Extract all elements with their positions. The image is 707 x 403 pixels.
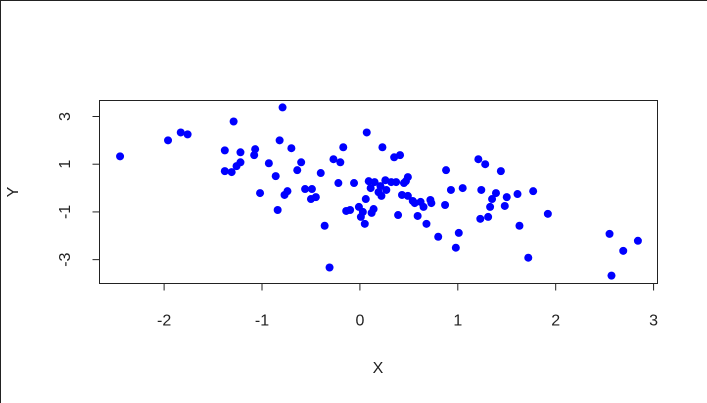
point	[376, 182, 385, 191]
point	[369, 205, 378, 214]
point	[392, 178, 401, 187]
point	[293, 166, 302, 175]
point	[543, 209, 552, 218]
point	[307, 185, 316, 194]
point	[488, 195, 497, 204]
point	[434, 232, 443, 241]
y-tick-label: 1	[57, 160, 74, 169]
point	[256, 189, 265, 198]
point	[454, 228, 463, 237]
point	[360, 219, 369, 228]
point	[283, 187, 292, 196]
point	[515, 221, 524, 230]
y-tick-label: -3	[57, 252, 74, 266]
point	[477, 185, 486, 194]
point	[605, 229, 614, 238]
point	[500, 201, 509, 210]
point	[229, 117, 238, 126]
x-tick-label: 0	[355, 313, 364, 330]
point	[427, 199, 436, 208]
point	[633, 236, 642, 245]
point	[311, 193, 320, 202]
point	[350, 179, 359, 188]
point	[441, 201, 450, 210]
y-tick-label: -1	[57, 205, 74, 219]
point	[378, 143, 387, 152]
point	[297, 158, 306, 167]
point	[316, 169, 325, 178]
point	[481, 160, 490, 169]
point	[619, 246, 628, 255]
point	[370, 178, 379, 187]
point	[273, 206, 282, 215]
point	[419, 202, 428, 211]
point	[451, 243, 460, 252]
point	[377, 191, 386, 200]
point	[403, 191, 412, 200]
point	[250, 151, 259, 160]
point	[529, 187, 538, 196]
point	[486, 202, 495, 211]
point	[513, 190, 522, 199]
point	[275, 136, 284, 145]
point	[366, 184, 375, 193]
point	[474, 155, 483, 164]
point	[301, 185, 310, 194]
point	[396, 151, 405, 160]
y-tick-label: 3	[57, 112, 74, 121]
x-tick-label: -1	[255, 313, 269, 330]
point	[422, 219, 431, 228]
point	[220, 146, 229, 155]
point	[607, 271, 616, 280]
y-axis-label: Y	[5, 186, 22, 197]
point	[362, 128, 371, 137]
point	[116, 152, 125, 161]
point	[320, 221, 329, 230]
point	[346, 206, 355, 215]
point	[287, 144, 296, 153]
point	[236, 148, 245, 157]
point	[496, 167, 505, 176]
point	[476, 214, 485, 223]
point	[336, 158, 345, 167]
x-tick-label: 2	[551, 313, 560, 330]
point	[264, 159, 273, 168]
x-tick-label: -2	[157, 313, 171, 330]
point	[364, 177, 373, 186]
point	[484, 212, 493, 221]
point	[278, 103, 287, 112]
point	[382, 185, 391, 194]
point	[458, 184, 467, 193]
point	[442, 166, 451, 175]
point	[403, 173, 412, 182]
point	[358, 207, 367, 216]
point	[524, 253, 533, 262]
point	[397, 190, 406, 199]
point	[164, 136, 173, 145]
point	[325, 263, 334, 272]
point	[394, 211, 403, 220]
point	[271, 172, 280, 181]
plot-box	[99, 100, 658, 284]
point	[491, 189, 500, 198]
point	[236, 158, 245, 167]
point	[176, 128, 185, 137]
point	[220, 167, 229, 176]
point	[413, 211, 422, 220]
point	[251, 145, 260, 154]
point	[183, 130, 192, 139]
x-tick-label: 3	[649, 313, 658, 330]
point	[329, 155, 338, 164]
point	[502, 193, 511, 202]
point	[227, 168, 236, 177]
point	[361, 195, 370, 204]
x-axis-label: X	[373, 360, 384, 377]
point	[339, 143, 348, 152]
point	[334, 179, 343, 188]
point	[446, 185, 455, 194]
x-tick-label: 1	[453, 313, 462, 330]
